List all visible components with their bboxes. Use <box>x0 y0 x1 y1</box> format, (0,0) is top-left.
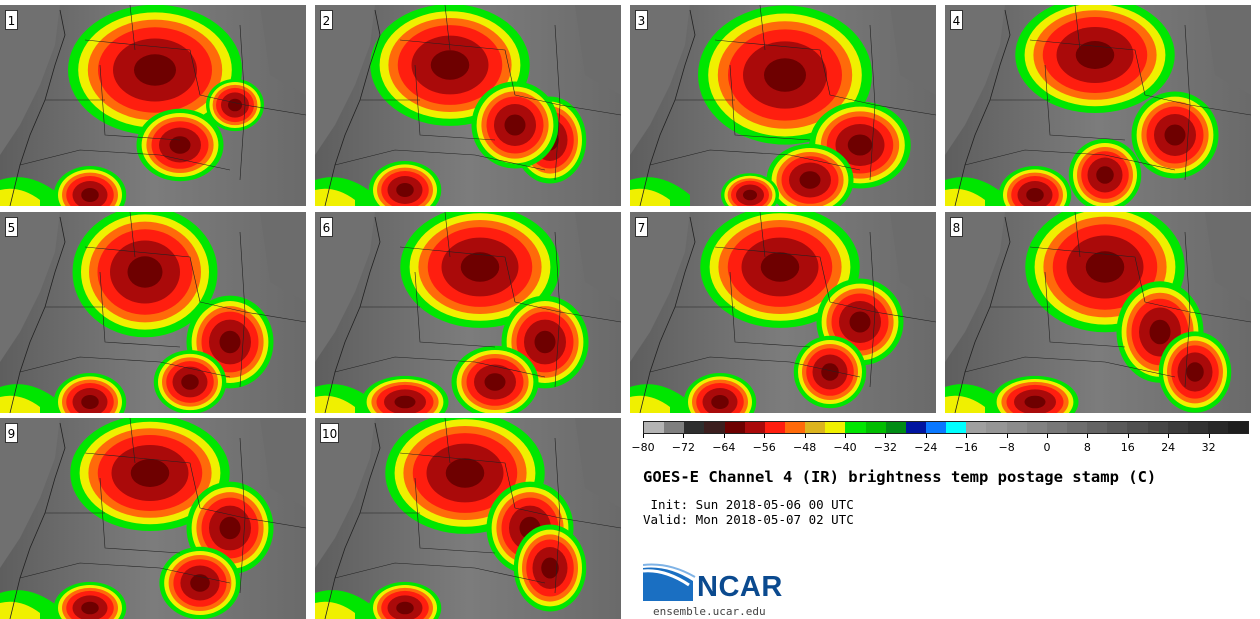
colorbar-swatch <box>764 422 785 433</box>
valid-time: Valid: Mon 2018-05-07 02 UTC <box>643 512 854 527</box>
colorbar-swatch <box>1087 422 1108 433</box>
colorbar-tick-mark <box>1087 434 1089 438</box>
colorbar-tick-label: 32 <box>1201 441 1216 454</box>
colorbar-tick-mark <box>845 434 846 438</box>
colorbar-tick-label: 24 <box>1161 441 1176 454</box>
colorbar-tick-label: 8 <box>1083 441 1091 454</box>
ncar-logo-text: NCAR <box>697 571 783 603</box>
colorbar-tick-label: −72 <box>671 441 695 454</box>
map-panel: 4 <box>945 5 1251 206</box>
colorbar-swatch <box>1026 422 1047 433</box>
colorbar-tick-mark <box>1047 434 1048 438</box>
satellite-map <box>0 5 306 206</box>
colorbar-tick-label: −48 <box>792 441 817 454</box>
colorbar-swatch <box>845 422 866 433</box>
colorbar-tick-mark <box>804 434 806 438</box>
satellite-map <box>630 212 936 413</box>
map-panel: 1 <box>0 5 306 206</box>
colorbar-swatch <box>865 422 886 433</box>
panel-number-label: 4 <box>950 10 963 30</box>
colorbar-tick-label: −32 <box>873 441 897 454</box>
colorbar-swatch <box>684 422 705 433</box>
colorbar-tick-label: −24 <box>914 441 938 454</box>
panel-number-label: 7 <box>635 217 648 237</box>
colorbar-tick-label: −56 <box>752 441 776 454</box>
colorbar-swatch <box>1147 422 1168 433</box>
ncar-logo-icon <box>643 563 696 601</box>
colorbar-swatch <box>885 422 906 433</box>
satellite-map <box>315 418 621 619</box>
colorbar-tick-label: −80 <box>631 441 655 454</box>
colorbar-tick-label: −16 <box>954 441 978 454</box>
map-panel: 9 <box>0 418 306 619</box>
panel-number-label: 8 <box>950 217 963 237</box>
colorbar-tick-mark <box>764 434 766 438</box>
satellite-map <box>945 212 1251 413</box>
colorbar-swatch <box>1187 422 1208 433</box>
colorbar-swatch <box>925 422 947 433</box>
colorbar-swatch <box>966 422 987 433</box>
colorbar-swatch <box>825 422 846 433</box>
colorbar-swatch <box>1207 422 1229 433</box>
map-panel: 2 <box>315 5 621 206</box>
colorbar-swatch <box>644 422 665 433</box>
map-panel: 6 <box>315 212 621 413</box>
panel-number-label: 10 <box>320 423 340 443</box>
panel-number-label: 1 <box>5 10 18 30</box>
colorbar-tick-mark <box>966 434 968 438</box>
colorbar-tick-mark <box>1208 434 1210 438</box>
ncar-url: ensemble.ucar.edu <box>653 605 766 618</box>
colorbar-swatch <box>905 422 926 433</box>
colorbar-swatch <box>1006 422 1027 433</box>
panel-number-label: 2 <box>320 10 333 30</box>
colorbar-tick-label: −64 <box>712 441 736 454</box>
colorbar-swatch <box>1228 422 1249 433</box>
satellite-map <box>945 5 1251 206</box>
satellite-map <box>0 418 306 619</box>
colorbar-tick-mark <box>643 434 644 438</box>
map-panel: 7 <box>630 212 936 413</box>
satellite-map <box>315 212 621 413</box>
satellite-map <box>315 5 621 206</box>
colorbar <box>643 421 1249 434</box>
panel-number-label: 6 <box>320 217 333 237</box>
colorbar-tick-mark <box>925 434 927 438</box>
colorbar-swatch <box>724 422 745 433</box>
colorbar-swatch <box>1167 422 1188 433</box>
colorbar-swatch <box>1107 422 1128 433</box>
colorbar-swatch <box>1127 422 1148 433</box>
colorbar-tick-mark <box>1168 434 1170 438</box>
colorbar-tick-mark <box>885 434 887 438</box>
colorbar-tick-label: 0 <box>1043 441 1051 454</box>
colorbar-swatch <box>946 422 967 433</box>
satellite-map <box>630 5 936 206</box>
colorbar-tick-label: 16 <box>1120 441 1135 454</box>
map-panel: 5 <box>0 212 306 413</box>
colorbar-swatch <box>664 422 685 433</box>
map-panel: 3 <box>630 5 936 206</box>
map-panel: 10 <box>315 418 621 619</box>
panel-number-label: 9 <box>5 423 18 443</box>
colorbar-swatch <box>986 422 1007 433</box>
colorbar-tick-mark <box>723 434 725 438</box>
colorbar-tick-mark <box>1127 434 1129 438</box>
colorbar-ticks: −80 −72 −64 −56 −48 −40 −32 −24 −16 −8 0 8 16 24 32 <box>631 434 1249 457</box>
init-time: Init: Sun 2018-05-06 00 UTC <box>643 497 854 512</box>
satellite-map <box>0 212 306 413</box>
map-panel: 8 <box>945 212 1251 413</box>
colorbar-swatch <box>744 422 765 433</box>
colorbar-swatch <box>784 422 806 433</box>
colorbar-swatch <box>1046 422 1067 433</box>
colorbar-tick-mark <box>683 434 685 438</box>
figure-title: GOES-E Channel 4 (IR) brightness temp po… <box>643 468 1157 486</box>
panel-number-label: 3 <box>635 10 648 30</box>
colorbar-tick-label: −40 <box>833 441 857 454</box>
colorbar-swatch <box>704 422 725 433</box>
colorbar-swatch <box>1066 422 1088 433</box>
colorbar-swatch <box>805 422 826 433</box>
colorbar-tick-mark <box>1006 434 1008 438</box>
colorbar-tick-label: −8 <box>998 441 1015 454</box>
panel-number-label: 5 <box>5 217 18 237</box>
